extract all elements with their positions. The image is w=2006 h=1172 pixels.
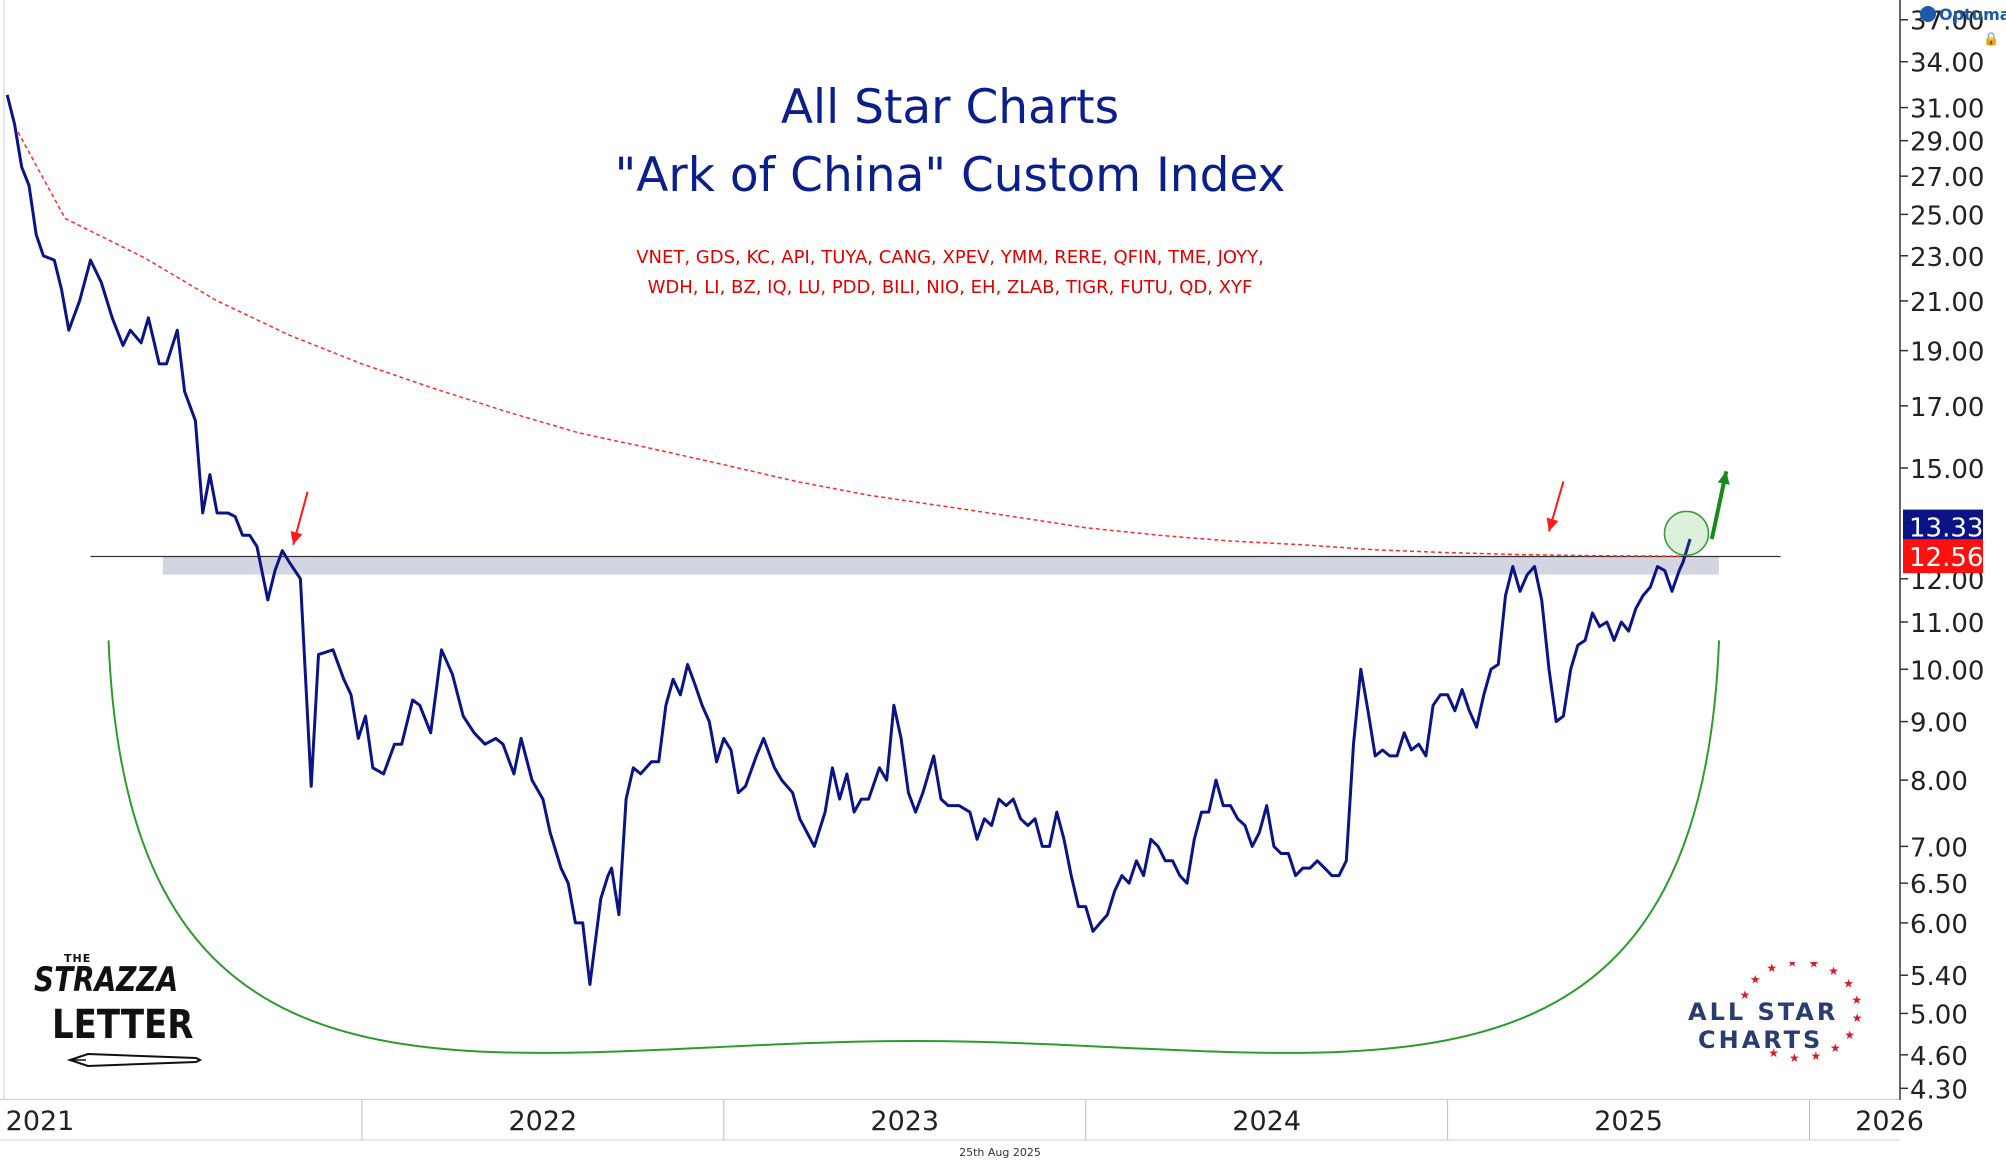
date-label: 25th Aug 2025: [959, 1146, 1041, 1159]
x-axis-band: [0, 1100, 1900, 1140]
star-ring-icon: ★★★ ★ ★★★★★★★★★★: [1739, 962, 1863, 1065]
chart-title: All Star Charts: [780, 80, 1120, 135]
x-tick-label: 2021: [6, 1106, 75, 1137]
red-arrow-2-icon-head: [1546, 517, 1559, 532]
y-tick-label: 7.00: [1910, 833, 1968, 863]
y-tick-label: 31.00: [1910, 95, 1984, 125]
y-tick-label: 17.00: [1910, 393, 1984, 423]
resistance-zone: [90, 555, 1781, 575]
logo-star-icon: ★: [1739, 988, 1750, 1002]
logo-star-icon: ★: [1851, 993, 1862, 1007]
logo-star-icon: ★: [1811, 1049, 1822, 1063]
y-tick-label: 27.00: [1910, 163, 1984, 193]
optuma-brand: Optuma: [1920, 2, 2006, 26]
y-tick-label: 6.00: [1910, 910, 1968, 940]
strazza-logo: THE STRAZZA LETTER: [22, 942, 203, 1072]
logo-star-icon: ★: [1789, 1051, 1800, 1065]
y-tick-label: 29.00: [1910, 128, 1984, 158]
x-tick-label: 2025: [1594, 1106, 1663, 1137]
y-tick-label: 8.00: [1910, 767, 1968, 797]
base-arc-curve: [107, 640, 1721, 1054]
optuma-logo-icon: [1920, 6, 1936, 22]
components-line-2: WDH, LI, BZ, IQ, LU, PDD, BILI, NIO, EH,…: [647, 277, 1253, 298]
allstarcharts-logo-line2: CHARTS: [1698, 1026, 1824, 1054]
logo-star-icon: ★: [1787, 962, 1798, 969]
green-up-arrow-icon-head: [1717, 471, 1730, 485]
last-value-label-text: 13.33: [1909, 514, 1983, 544]
average-value-label-bg: [1903, 539, 1983, 574]
breakout-circle: [1663, 510, 1710, 557]
x-tick-label: 2022: [508, 1106, 577, 1137]
y-tick-label: 6.50: [1910, 870, 1968, 900]
annotations: [290, 470, 1730, 557]
allstarcharts-logo-line1: ALL STAR: [1688, 998, 1839, 1026]
x-tick-label: 2024: [1232, 1106, 1301, 1137]
average-value-label: 12.56: [1903, 539, 1983, 574]
x-tick-label: 2026: [1855, 1106, 1924, 1137]
series-group: [5, 94, 1692, 986]
last-value-label-bg: [1903, 509, 1983, 544]
y-tick-label: 21.00: [1910, 288, 1984, 318]
resistance-zone-band: [162, 556, 1720, 575]
green-up-arrow-icon: [1709, 470, 1730, 540]
lock-icon[interactable]: 🔒: [1983, 32, 2000, 47]
logo-star-icon: ★: [1808, 962, 1819, 970]
y-tick-label: 19.00: [1910, 338, 1984, 368]
y-tick-label: 11.00: [1910, 609, 1984, 639]
optuma-label: Optuma: [1939, 4, 2006, 24]
y-tick-label: 34.00: [1910, 49, 1984, 79]
fountain-pen-icon: [66, 1052, 203, 1068]
average-value-label-text: 12.56: [1909, 543, 1983, 573]
logo-star-icon: ★: [1750, 972, 1761, 986]
strazza-logo-word1: STRAZZA: [34, 960, 179, 1000]
y-tick-label: 4.30: [1910, 1075, 1968, 1105]
y-axis: 37.0034.0031.0029.0027.0025.0023.0021.00…: [1900, 7, 1984, 1105]
strazza-logo-the: THE: [64, 952, 92, 965]
allstarcharts-logo: ★ ★ ★ ★ ★ ★ ★ ★ ★ ★ ★ ★ ★ ★ ALL STAR CHARTS: [1680, 962, 1880, 1082]
chart-subtitle: "Ark of China" Custom Index: [614, 148, 1286, 203]
red-arrow-2-icon: [1546, 481, 1565, 532]
logo-star-icon: ★: [1843, 977, 1854, 991]
red-arrow-1-icon: [290, 491, 309, 546]
base-arc: [107, 640, 1721, 1054]
y-tick-label: 25.00: [1910, 201, 1984, 231]
price-line: [5, 94, 1692, 986]
y-tick-label: 10.00: [1910, 656, 1984, 686]
red-arrow-1-icon-head: [290, 531, 303, 545]
y-tick-label: 23.00: [1910, 243, 1984, 273]
logo-star-icon: ★: [1768, 1046, 1779, 1060]
last-value-label: 13.33: [1903, 509, 1983, 544]
logo-star-icon: ★: [1830, 1041, 1841, 1055]
x-axis: 2021 2022 2023 2024 2025 2026: [0, 1100, 1924, 1141]
logo-star-icon: ★: [1828, 964, 1839, 978]
x-tick-label: 2023: [870, 1106, 939, 1137]
logo-star-icon: ★: [1852, 1011, 1863, 1025]
y-tick-label: 5.00: [1910, 1000, 1968, 1030]
average-line: [17, 131, 1691, 557]
y-tick-label: 5.40: [1910, 962, 1968, 992]
logo-star-icon: ★: [1766, 962, 1777, 975]
y-tick-label: 15.00: [1910, 455, 1984, 485]
y-tick-label: 4.60: [1910, 1042, 1968, 1072]
components-line-1: VNET, GDS, KC, API, TUYA, CANG, XPEV, YM…: [636, 247, 1264, 268]
y-tick-label: 9.00: [1910, 709, 1968, 739]
logo-star-icon: ★: [1844, 1028, 1855, 1042]
strazza-logo-word2: LETTER: [52, 1002, 194, 1048]
